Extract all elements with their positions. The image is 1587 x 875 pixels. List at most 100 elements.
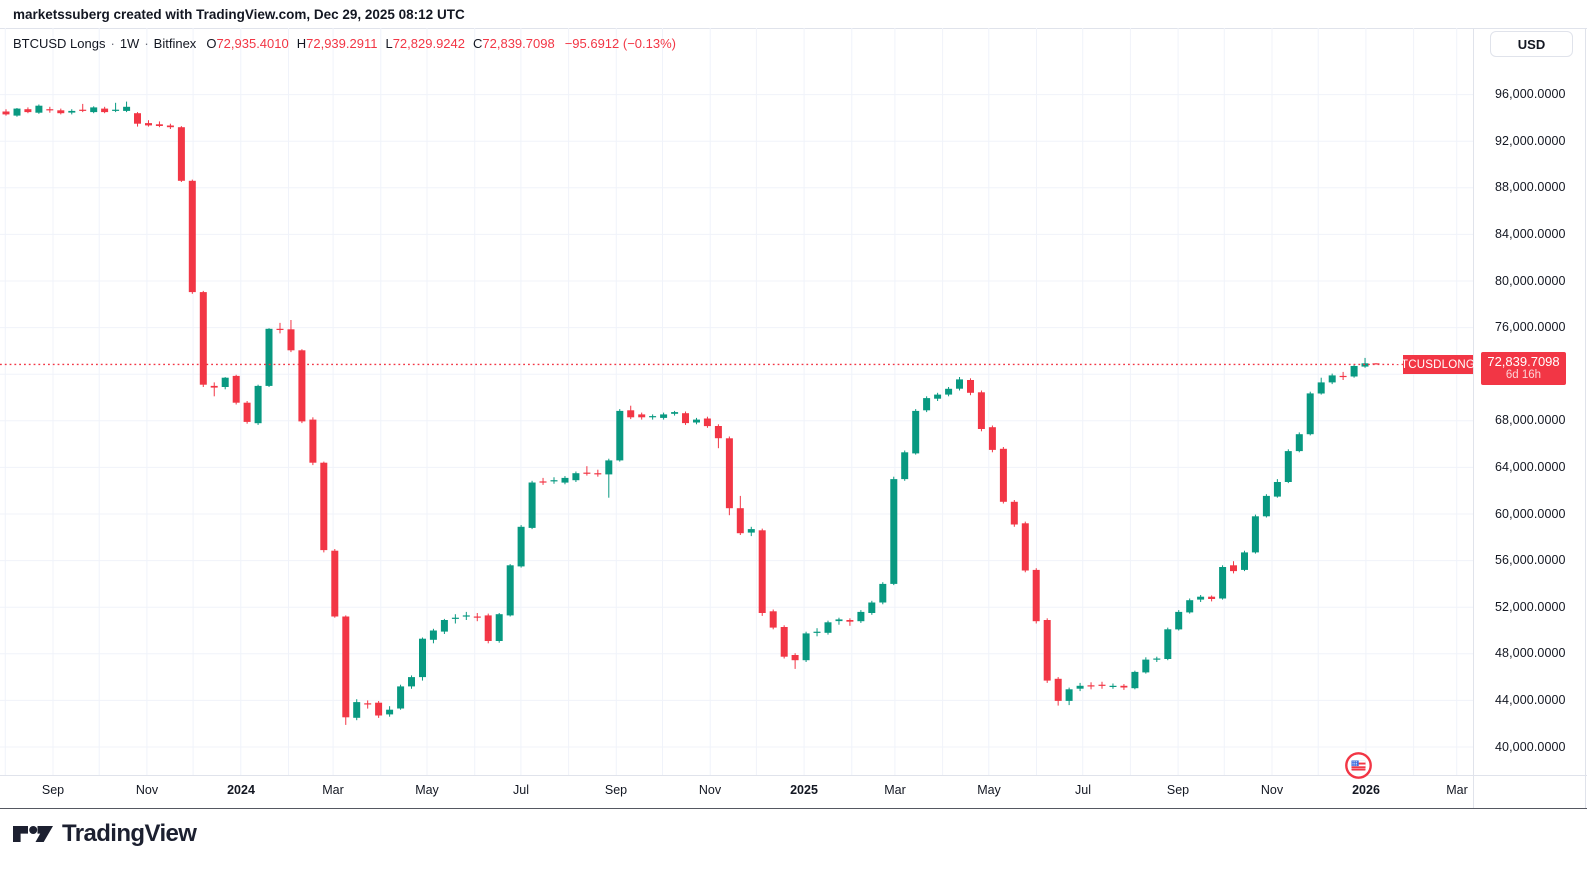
candle-body[interactable] bbox=[923, 398, 931, 411]
candle-body[interactable] bbox=[857, 611, 865, 622]
candle-body[interactable] bbox=[682, 413, 689, 424]
time-axis[interactable]: Sep Nov 2024 Mar May Jul Sep Nov 2025 Mar May Jul Se… bbox=[0, 776, 1473, 808]
candle-body[interactable] bbox=[375, 702, 383, 716]
candle-body[interactable] bbox=[824, 622, 832, 633]
candle-body[interactable] bbox=[1076, 685, 1084, 689]
candle-body[interactable] bbox=[2, 111, 10, 115]
candle-body[interactable] bbox=[868, 602, 876, 614]
candle-body[interactable] bbox=[1164, 629, 1172, 659]
candle-body[interactable] bbox=[397, 686, 405, 709]
candle-body[interactable] bbox=[462, 615, 470, 617]
candle-body[interactable] bbox=[616, 410, 624, 461]
candle-body[interactable] bbox=[35, 105, 43, 113]
candle-body[interactable] bbox=[1109, 685, 1117, 687]
candle-body[interactable] bbox=[1153, 658, 1161, 660]
candle-body[interactable] bbox=[232, 375, 240, 403]
candle-body[interactable] bbox=[671, 412, 679, 414]
candle-body[interactable] bbox=[934, 394, 942, 399]
candle-body[interactable] bbox=[1098, 684, 1106, 686]
candle-body[interactable] bbox=[835, 619, 843, 622]
candle-body[interactable] bbox=[1186, 600, 1194, 613]
candle-body[interactable] bbox=[419, 638, 426, 678]
candle-body[interactable] bbox=[484, 615, 492, 641]
candle-body[interactable] bbox=[627, 410, 635, 418]
currency-toggle-button[interactable]: USD bbox=[1490, 31, 1573, 57]
candle-body[interactable] bbox=[440, 620, 448, 632]
candle-body[interactable] bbox=[813, 631, 821, 633]
candle-body[interactable] bbox=[1043, 620, 1051, 681]
candle-body[interactable] bbox=[967, 380, 974, 393]
candle-body[interactable] bbox=[879, 583, 887, 603]
candle-body[interactable] bbox=[1197, 596, 1205, 600]
candle-body[interactable] bbox=[24, 109, 32, 113]
candle-body[interactable] bbox=[495, 614, 503, 641]
candle-body[interactable] bbox=[1262, 495, 1270, 517]
candle-body[interactable] bbox=[912, 410, 920, 454]
candle-body[interactable] bbox=[1372, 363, 1380, 365]
candle-body[interactable] bbox=[747, 529, 755, 533]
candle-body[interactable] bbox=[517, 526, 525, 567]
candle-body[interactable] bbox=[956, 379, 963, 389]
candle-body[interactable] bbox=[736, 508, 744, 534]
legend-symbol[interactable]: BTCUSD Longs bbox=[13, 35, 106, 51]
tradingview-logo[interactable]: TradingView bbox=[13, 820, 197, 848]
candle-body[interactable] bbox=[134, 113, 141, 124]
candle-body[interactable] bbox=[660, 414, 668, 418]
candle-body[interactable] bbox=[583, 472, 591, 474]
candle-body[interactable] bbox=[649, 416, 657, 418]
candle-body[interactable] bbox=[988, 427, 996, 450]
candle-body[interactable] bbox=[451, 617, 459, 619]
candle-body[interactable] bbox=[594, 473, 602, 475]
candle-body[interactable] bbox=[112, 109, 120, 111]
candle-body[interactable] bbox=[780, 627, 788, 657]
candle-body[interactable] bbox=[1120, 685, 1128, 688]
candle-body[interactable] bbox=[693, 419, 700, 423]
candle-body[interactable] bbox=[1273, 482, 1281, 497]
candle-body[interactable] bbox=[46, 109, 54, 111]
candle-body[interactable] bbox=[309, 419, 317, 463]
candle-body[interactable] bbox=[473, 616, 481, 618]
price-line-symbol-badge[interactable]: BTCUSDLONGS bbox=[1393, 355, 1483, 374]
candle-body[interactable] bbox=[1241, 552, 1248, 570]
candle-body[interactable] bbox=[1328, 375, 1336, 383]
candle-body[interactable] bbox=[638, 414, 646, 418]
candle-body[interactable] bbox=[714, 426, 722, 439]
candle-body[interactable] bbox=[353, 702, 361, 718]
candle-body[interactable] bbox=[725, 438, 733, 509]
candle-body[interactable] bbox=[210, 385, 218, 388]
last-price-badge[interactable]: 72,839.7098 6d 16h bbox=[1481, 352, 1566, 385]
candle-body[interactable] bbox=[901, 452, 909, 480]
candle-body[interactable] bbox=[1065, 689, 1073, 701]
candle-body[interactable] bbox=[68, 110, 76, 113]
us-flag-event-icon[interactable] bbox=[1345, 752, 1372, 779]
candle-body[interactable] bbox=[1251, 516, 1259, 553]
candle-body[interactable] bbox=[1317, 382, 1325, 394]
candle-body[interactable] bbox=[13, 108, 21, 116]
candle-body[interactable] bbox=[1010, 501, 1018, 525]
candle-body[interactable] bbox=[188, 180, 196, 293]
candle-body[interactable] bbox=[320, 462, 328, 551]
candle-body[interactable] bbox=[429, 630, 437, 640]
legend-interval[interactable]: 1W bbox=[119, 35, 140, 51]
candle-body[interactable] bbox=[1175, 611, 1183, 630]
candle-body[interactable] bbox=[999, 448, 1007, 502]
candle-body[interactable] bbox=[572, 473, 580, 481]
candle-body[interactable] bbox=[342, 616, 350, 718]
candle-body[interactable] bbox=[1284, 451, 1292, 482]
candle-body[interactable] bbox=[276, 328, 284, 330]
candle-body[interactable] bbox=[846, 620, 854, 622]
candle-body[interactable] bbox=[1230, 565, 1237, 572]
candle-body[interactable] bbox=[79, 109, 87, 111]
candle-body[interactable] bbox=[1142, 659, 1150, 673]
candle-body[interactable] bbox=[1350, 366, 1358, 377]
candle-body[interactable] bbox=[364, 703, 372, 705]
candle-body[interactable] bbox=[769, 611, 777, 628]
candle-body[interactable] bbox=[166, 125, 174, 128]
candle-body[interactable] bbox=[265, 328, 273, 386]
candle-body[interactable] bbox=[703, 418, 711, 427]
candle-body[interactable] bbox=[528, 482, 536, 528]
candle-body[interactable] bbox=[331, 550, 339, 617]
candle-body[interactable] bbox=[287, 329, 295, 351]
candle-body[interactable] bbox=[1032, 569, 1040, 622]
candle-body[interactable] bbox=[155, 124, 163, 126]
